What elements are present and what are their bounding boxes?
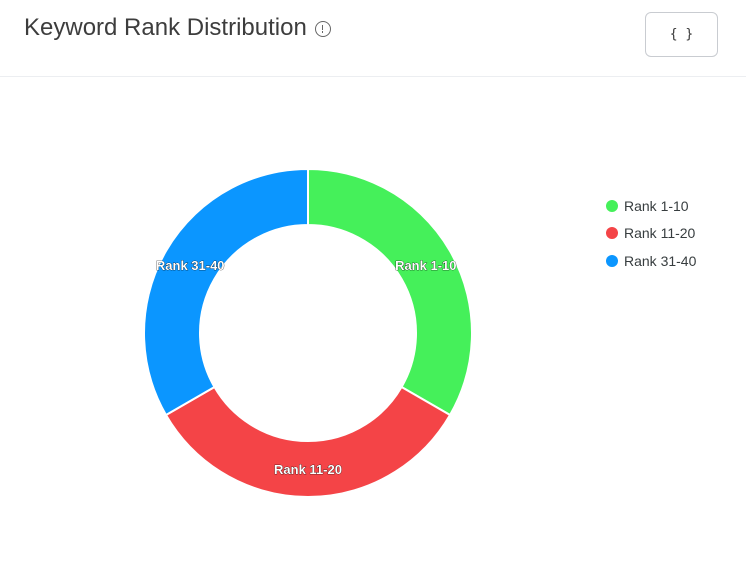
legend-marker: [606, 227, 618, 240]
legend-label: Rank 11-20: [624, 225, 696, 242]
chart-header: Keyword Rank Distribution { }: [0, 0, 746, 77]
legend-label: Rank 1-10: [624, 197, 689, 214]
chart-legend: Rank 1-10 Rank 11-20 Rank 31-40: [606, 192, 696, 275]
legend-item-rank-11-20[interactable]: Rank 11-20: [606, 220, 696, 248]
legend-marker: [606, 199, 618, 212]
chart-title-row: Keyword Rank Distribution: [24, 14, 331, 42]
chart-title: Keyword Rank Distribution: [24, 14, 307, 41]
data-label-rank-31-40: Rank 31-40: [156, 258, 225, 273]
legend-marker: [606, 254, 618, 267]
info-icon[interactable]: [314, 21, 331, 37]
legend-item-rank-31-40[interactable]: Rank 31-40: [606, 247, 696, 275]
donut-slice-rank-1-10[interactable]: [307, 167, 473, 417]
legend-label: Rank 31-40: [624, 252, 697, 269]
donut-slice-rank-11-20[interactable]: [164, 385, 452, 498]
donut-slice-rank-31-40[interactable]: [143, 167, 309, 417]
donut-chart: Rank 1-10 Rank 11-20 Rank 31-40: [143, 167, 473, 498]
data-label-rank-1-10: Rank 1-10: [395, 258, 456, 273]
data-label-rank-11-20: Rank 11-20: [274, 462, 342, 477]
legend-item-rank-1-10[interactable]: Rank 1-10: [606, 192, 696, 220]
code-view-button[interactable]: { }: [645, 12, 718, 57]
